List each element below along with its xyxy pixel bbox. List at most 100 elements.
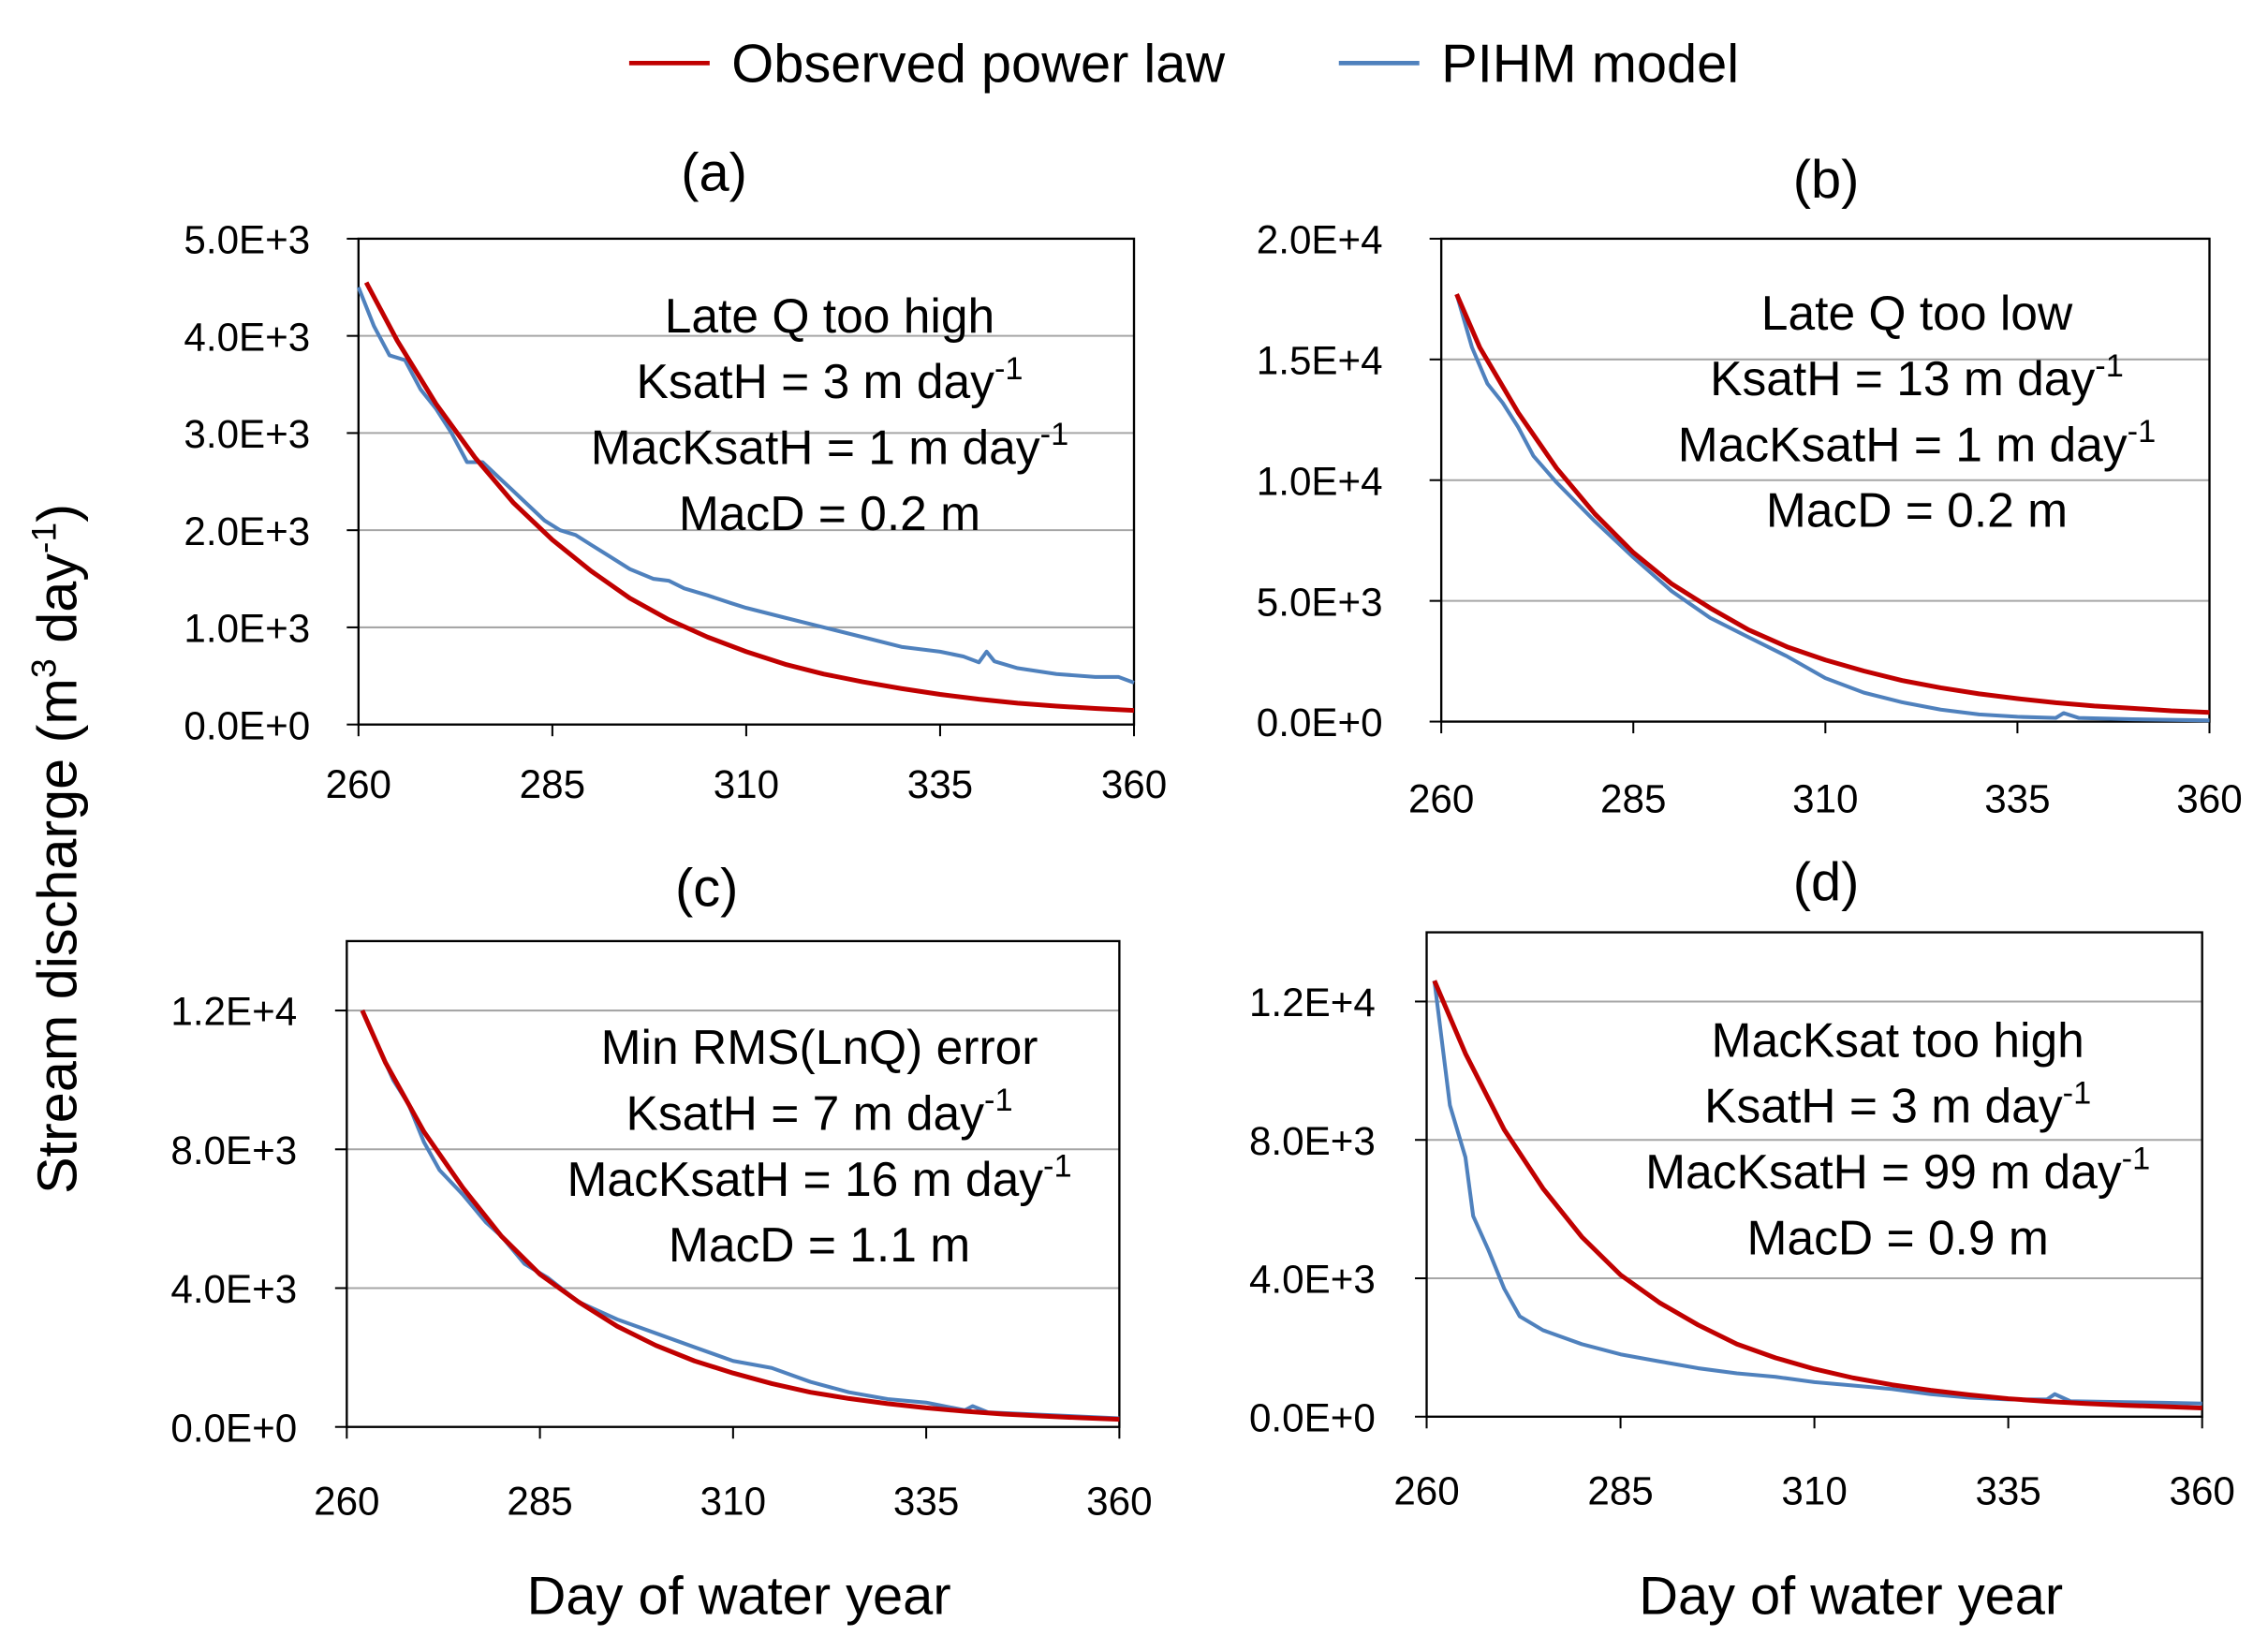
x-tick-label: 360: [1086, 1479, 1152, 1523]
annotation-line: MacD = 0.2 m: [679, 486, 980, 540]
annotation-line: MacD = 1.1 m: [669, 1217, 970, 1272]
x-tick-label: 260: [1393, 1469, 1459, 1513]
annotation-text: KsatH = 3 m day: [636, 354, 994, 408]
annotation-line: MacKsatH = 16 m day-1: [567, 1149, 1071, 1206]
y-axis-title-suffix: ): [25, 504, 88, 523]
x-tick-label: 335: [1984, 776, 2050, 820]
panel-title: (d): [1793, 852, 1860, 912]
annotation-line: Late Q too high: [665, 288, 995, 343]
panel-b: 0.0E+0 5.0E+3 1.0E+4 1.5E+4 2.0E+4 260 285 310 3…: [1257, 150, 2243, 820]
x-tick-label: 360: [2169, 1469, 2234, 1513]
x-tick-label: 360: [2176, 776, 2242, 820]
annotation-superscript: -1: [2095, 348, 2124, 384]
y-tick-label: 4.0E+3: [1249, 1258, 1376, 1302]
annotation-superscript: -1: [2063, 1075, 2092, 1111]
x-tick-label: 310: [714, 762, 779, 806]
series-line-observed: [1432, 980, 2202, 1411]
annotation-superscript: -1: [984, 1083, 1013, 1118]
annotation-line: Min RMS(LnQ) error: [601, 1020, 1038, 1074]
y-tick-label: 1.2E+4: [1249, 980, 1376, 1025]
y-tick-label: 1.0E+4: [1257, 459, 1383, 503]
series-line-pihm: [356, 287, 1135, 685]
annotation-superscript: -1: [2122, 1142, 2151, 1177]
annotation-text: MacKsatH = 1 m day: [591, 420, 1040, 475]
x-tick-label: 335: [907, 762, 973, 806]
y-axis-title: Stream discharge (m3 day-1): [23, 504, 88, 1194]
annotation-line: KsatH = 3 m day-1: [636, 351, 1023, 408]
panel-title: (b): [1793, 150, 1860, 210]
plot-frame: [357, 237, 1136, 726]
y-tick-label: 4.0E+3: [170, 1267, 297, 1311]
x-tick-label: 335: [1975, 1469, 2040, 1513]
series-line-observed: [360, 1009, 1120, 1423]
y-tick-label: 1.2E+4: [170, 990, 297, 1034]
plot-frame: [346, 939, 1121, 1428]
annotation-text: KsatH = 7 m day: [626, 1086, 985, 1141]
annotation-superscript: -1: [1043, 1149, 1072, 1185]
y-tick-label: 0.0E+0: [170, 1406, 297, 1450]
series-line-pihm: [1432, 980, 2202, 1406]
x-tick-label: 285: [1600, 776, 1666, 820]
x-tick-label: 260: [1408, 776, 1474, 820]
annotation-text: MacD = 1.1 m: [669, 1217, 970, 1272]
y-tick-label: 5.0E+3: [184, 218, 310, 262]
panel-title: (c): [675, 858, 738, 918]
panel-c: 0.0E+0 4.0E+3 8.0E+3 1.2E+4 260 285 310 335 360 (…: [170, 858, 1152, 1523]
legend-label-pihm: PIHM model: [1441, 35, 1739, 95]
y-tick-label: 1.5E+4: [1257, 338, 1383, 382]
x-tick-label: 285: [1587, 1469, 1653, 1513]
annotation-superscript: -1: [1040, 417, 1069, 452]
annotation-text: MacKsatH = 16 m day: [567, 1152, 1043, 1206]
y-tick-label: 5.0E+3: [1257, 580, 1383, 624]
y-tick-label: 0.0E+0: [1249, 1395, 1376, 1439]
plot-frame: [1425, 931, 2203, 1418]
x-tick-label: 260: [326, 762, 391, 806]
y-axis-title-mid: day: [25, 553, 88, 659]
annotation-line: MacKsat too high: [1712, 1012, 2084, 1067]
annotation-line: Late Q too low: [1761, 286, 2073, 340]
x-tick-label: 285: [520, 762, 585, 806]
annotation-text: MacKsat too high: [1712, 1012, 2084, 1067]
x-tick-label: 335: [893, 1479, 959, 1523]
annotation-text: MacD = 0.2 m: [1766, 483, 2068, 538]
annotation-line: KsatH = 7 m day-1: [626, 1083, 1013, 1140]
y-tick-label: 3.0E+3: [184, 412, 310, 456]
annotation-line: MacD = 0.2 m: [1766, 483, 2068, 538]
x-axis-title-left: Day of water year: [527, 1567, 951, 1627]
y-axis-title-sup1: 3: [23, 658, 63, 678]
y-tick-label: 0.0E+0: [184, 703, 310, 747]
annotation-text: MacD = 0.2 m: [679, 486, 980, 540]
annotation-line: MacKsatH = 1 m day-1: [591, 417, 1068, 474]
annotation-text: MacKsatH = 99 m day: [1645, 1144, 2122, 1199]
annotation-text: MacKsatH = 1 m day: [1678, 417, 2128, 471]
annotation-superscript: -1: [994, 351, 1024, 387]
annotation-line: MacKsatH = 1 m day-1: [1678, 414, 2156, 471]
x-tick-label: 310: [1792, 776, 1858, 820]
y-tick-label: 4.0E+3: [184, 315, 310, 359]
y-tick-label: 2.0E+4: [1257, 218, 1383, 262]
x-tick-label: 260: [314, 1479, 379, 1523]
annotation-line: KsatH = 13 m day-1: [1710, 348, 2124, 405]
y-tick-label: 0.0E+0: [1257, 700, 1383, 744]
panel-a: 0.0E+0 1.0E+3 2.0E+3 3.0E+3 4.0E+3 5.0E+3 260 2…: [184, 142, 1167, 805]
y-tick-label: 8.0E+3: [170, 1128, 297, 1172]
annotation-text: Late Q too high: [665, 288, 995, 343]
x-tick-label: 285: [507, 1479, 572, 1523]
x-tick-label: 360: [1101, 762, 1167, 806]
y-axis-title-prefix: Stream discharge (m: [25, 678, 88, 1194]
y-tick-label: 8.0E+3: [1249, 1119, 1376, 1163]
annotation-line: MacKsatH = 99 m day-1: [1645, 1142, 2150, 1199]
legend: Observed power law PIHM model: [628, 35, 1739, 95]
annotation-text: KsatH = 3 m day: [1704, 1079, 2063, 1133]
annotation-line: KsatH = 3 m day-1: [1704, 1075, 2091, 1132]
y-tick-label: 1.0E+3: [184, 607, 310, 651]
annotation-superscript: -1: [2128, 414, 2157, 450]
annotation-text: KsatH = 13 m day: [1710, 351, 2095, 405]
series-line-pihm: [361, 1010, 1120, 1421]
series-line-pihm: [1454, 293, 2210, 723]
annotation-text: MacD = 0.9 m: [1747, 1210, 2049, 1264]
series-line-observed: [1454, 293, 2210, 715]
x-tick-label: 310: [1781, 1469, 1847, 1513]
panel-d: 0.0E+0 4.0E+3 8.0E+3 1.2E+4 260 285 310 335 360 (…: [1249, 852, 2235, 1512]
annotation-line: MacD = 0.9 m: [1747, 1210, 2049, 1264]
